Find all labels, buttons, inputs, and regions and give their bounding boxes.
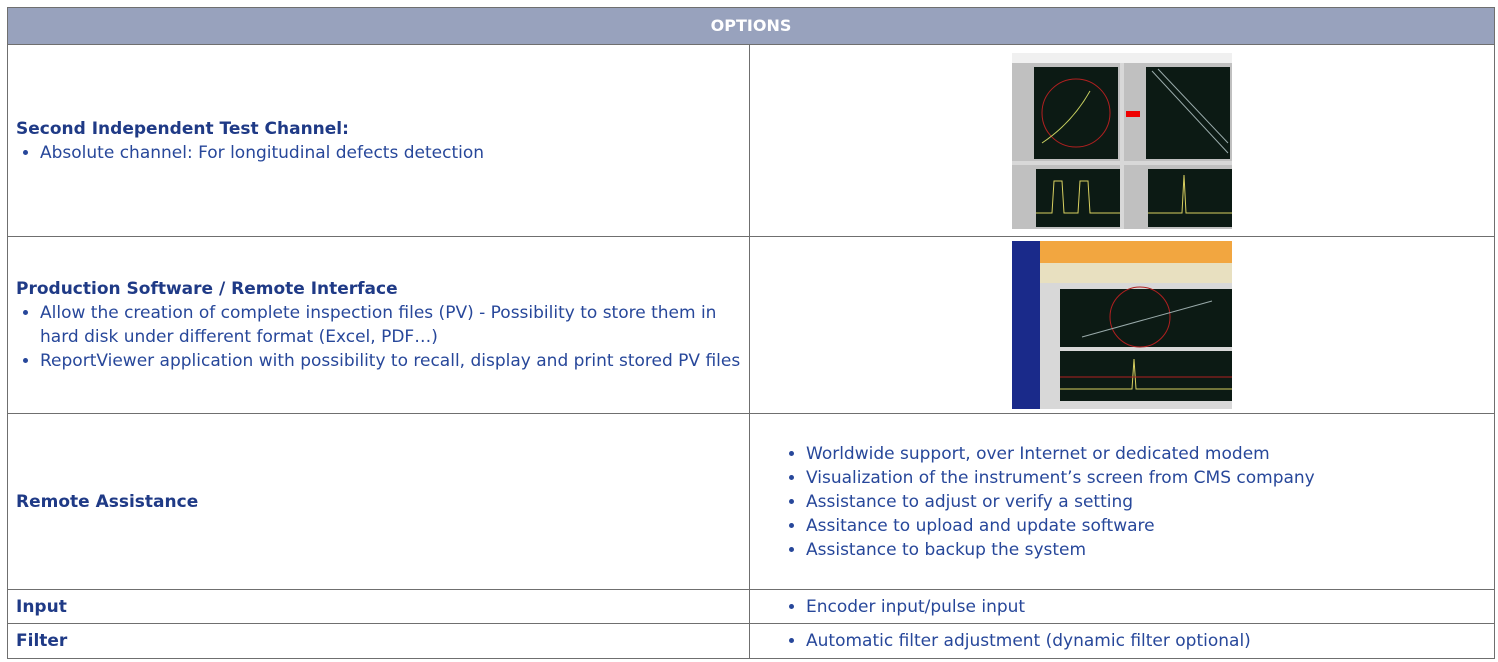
options-table: OPTIONS Second Independent Test Channel:… bbox=[7, 7, 1495, 659]
row-label: Filter bbox=[16, 631, 68, 651]
list-item: Absolute channel: For longitudinal defec… bbox=[40, 141, 741, 165]
row-label: Production Software / Remote Interface bbox=[16, 279, 398, 299]
row: Second Independent Test Channel: Absolut… bbox=[7, 44, 1495, 237]
list: Automatic filter adjustment (dynamic fil… bbox=[782, 629, 1486, 653]
list-item: Allow the creation of complete inspectio… bbox=[40, 301, 741, 349]
list-item: Assistance to backup the system bbox=[806, 538, 1486, 562]
cell: Input bbox=[7, 589, 750, 624]
cell: Worldwide support, over Internet or dedi… bbox=[749, 413, 1495, 590]
table-title: OPTIONS bbox=[7, 7, 1495, 45]
list-item: ReportViewer application with possibilit… bbox=[40, 349, 741, 373]
cell bbox=[749, 44, 1495, 237]
header-row: OPTIONS bbox=[7, 7, 1495, 45]
cell: Automatic filter adjustment (dynamic fil… bbox=[749, 623, 1495, 659]
row: Remote Assistance Worldwide support, ove… bbox=[7, 413, 1495, 590]
list-item: Automatic filter adjustment (dynamic fil… bbox=[806, 629, 1486, 653]
list-item: Worldwide support, over Internet or dedi… bbox=[806, 442, 1486, 466]
screenshot bbox=[1012, 52, 1232, 229]
cell: Encoder input/pulse input bbox=[749, 589, 1495, 624]
cell: Filter bbox=[7, 623, 750, 659]
list-item: Visualization of the instrument’s screen… bbox=[806, 466, 1486, 490]
row-label: Input bbox=[16, 596, 67, 617]
cell bbox=[749, 236, 1495, 414]
list: Encoder input/pulse input bbox=[782, 595, 1486, 619]
list-item: Assistance to adjust or verify a setting bbox=[806, 490, 1486, 514]
cell: Remote Assistance bbox=[7, 413, 750, 590]
list-item: Encoder input/pulse input bbox=[806, 595, 1486, 619]
screenshot bbox=[1012, 241, 1232, 409]
cell: Second Independent Test Channel: Absolut… bbox=[7, 44, 750, 237]
row: Production Software / Remote Interface A… bbox=[7, 236, 1495, 414]
row-label: Second Independent Test Channel: bbox=[16, 118, 349, 139]
row: Input Encoder input/pulse input bbox=[7, 589, 1495, 624]
list: Absolute channel: For longitudinal defec… bbox=[16, 141, 741, 165]
list: Worldwide support, over Internet or dedi… bbox=[782, 442, 1486, 562]
list-item: Assitance to upload and update software bbox=[806, 514, 1486, 538]
row: Filter Automatic filter adjustment (dyna… bbox=[7, 623, 1495, 659]
cell: Production Software / Remote Interface A… bbox=[7, 236, 750, 414]
list: Allow the creation of complete inspectio… bbox=[16, 301, 741, 373]
row-label: Remote Assistance bbox=[16, 491, 199, 512]
